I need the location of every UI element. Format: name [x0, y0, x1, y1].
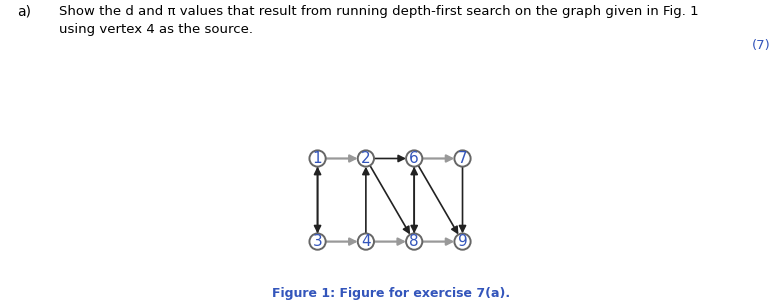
Text: 3: 3: [313, 234, 322, 249]
Text: (7): (7): [752, 39, 770, 52]
Circle shape: [406, 150, 422, 167]
Text: 9: 9: [457, 234, 468, 249]
Text: 8: 8: [410, 234, 419, 249]
Circle shape: [454, 233, 471, 250]
Circle shape: [406, 233, 422, 250]
Circle shape: [310, 233, 325, 250]
Circle shape: [357, 150, 374, 167]
Circle shape: [454, 150, 471, 167]
Text: 1: 1: [313, 151, 322, 166]
Text: 2: 2: [361, 151, 371, 166]
Text: Figure 1: Figure for exercise 7(a).: Figure 1: Figure for exercise 7(a).: [272, 288, 510, 300]
Text: 7: 7: [457, 151, 468, 166]
Text: 4: 4: [361, 234, 371, 249]
Text: 6: 6: [409, 151, 419, 166]
Circle shape: [357, 233, 374, 250]
Circle shape: [310, 150, 325, 167]
Text: a): a): [17, 5, 31, 18]
Text: Show the d and π values that result from running depth-first search on the graph: Show the d and π values that result from…: [59, 5, 698, 36]
